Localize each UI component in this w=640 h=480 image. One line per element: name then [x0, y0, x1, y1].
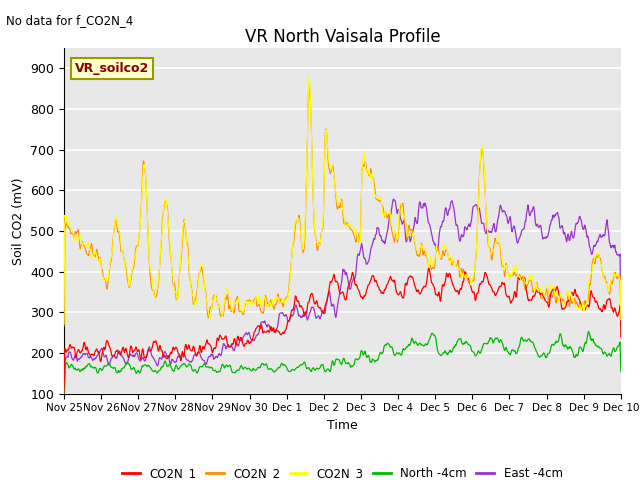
Text: VR_soilco2: VR_soilco2 [75, 62, 149, 75]
Legend: CO2N_1, CO2N_2, CO2N_3, North -4cm, East -4cm: CO2N_1, CO2N_2, CO2N_3, North -4cm, East… [118, 462, 567, 480]
Title: VR North Vaisala Profile: VR North Vaisala Profile [244, 28, 440, 47]
Y-axis label: Soil CO2 (mV): Soil CO2 (mV) [12, 177, 25, 264]
X-axis label: Time: Time [327, 419, 358, 432]
Text: No data for f_CO2N_4: No data for f_CO2N_4 [6, 14, 134, 27]
